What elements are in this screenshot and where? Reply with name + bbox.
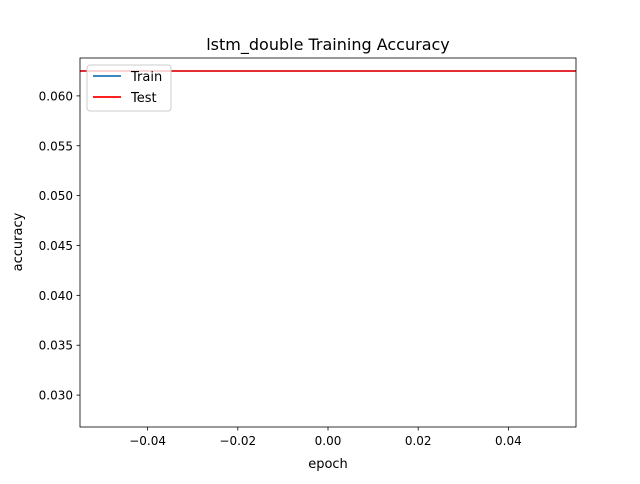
plot-frame bbox=[79, 57, 577, 428]
x-axis-label: epoch bbox=[308, 457, 348, 472]
y-tick-label: 0.050 bbox=[39, 189, 73, 203]
y-tick-label: 0.035 bbox=[39, 339, 73, 353]
y-tick-label: 0.030 bbox=[39, 389, 73, 403]
x-tick-label: 0.04 bbox=[495, 434, 522, 448]
legend: Train Test bbox=[86, 64, 172, 112]
x-tick-label: −0.04 bbox=[129, 434, 166, 448]
y-tick-label: 0.055 bbox=[39, 139, 73, 153]
x-tick-label: 0.02 bbox=[405, 434, 432, 448]
legend-train-label: Train bbox=[130, 70, 162, 85]
y-tick-label: 0.040 bbox=[39, 289, 73, 303]
x-tick-label: −0.02 bbox=[219, 434, 256, 448]
y-axis-label: accuracy bbox=[11, 212, 26, 271]
plot-area bbox=[80, 58, 576, 427]
y-tick-label: 0.045 bbox=[39, 239, 73, 253]
y-tick-label: 0.060 bbox=[39, 89, 73, 103]
x-tick-label: 0.00 bbox=[315, 434, 342, 448]
y-axis-ticks: 0.030 0.035 0.040 0.045 0.050 0.055 0.060 bbox=[39, 89, 80, 403]
legend-test-label: Test bbox=[130, 91, 157, 106]
x-axis-ticks: −0.04 −0.02 0.00 0.02 0.04 bbox=[129, 427, 522, 448]
chart-title: lstm_double Training Accuracy bbox=[206, 35, 450, 55]
